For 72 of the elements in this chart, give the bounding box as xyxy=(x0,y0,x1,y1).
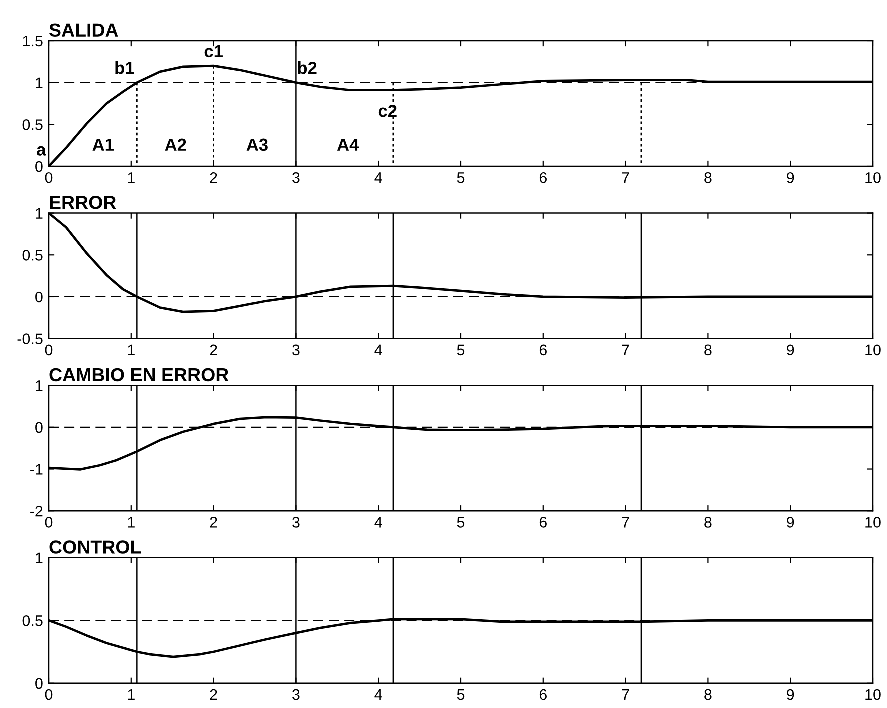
y-tick-label: 0.5 xyxy=(22,616,43,626)
x-tick-label: 1 xyxy=(128,172,135,184)
x-tick-label: 2 xyxy=(210,172,218,184)
y-tick-label: 0 xyxy=(36,292,43,303)
x-tick-label: 10 xyxy=(866,689,881,700)
chart-title: ERROR xyxy=(50,196,116,210)
annotation: A2 xyxy=(165,138,186,151)
annotation: a xyxy=(37,146,46,156)
y-tick-label: 0 xyxy=(36,422,43,434)
y-tick-label: -1 xyxy=(30,464,43,475)
x-tick-label: 5 xyxy=(457,172,465,184)
y-tick-label: 1.5 xyxy=(23,36,43,47)
x-tick-label: 4 xyxy=(374,690,382,700)
y-tick-label: -0.5 xyxy=(18,334,43,344)
y-tick-label: 1 xyxy=(36,552,43,564)
x-tick-label: 9 xyxy=(787,689,794,700)
annotation: A4 xyxy=(337,138,360,151)
x-tick-label: 0 xyxy=(45,344,53,356)
x-tick-label: 7 xyxy=(622,172,630,184)
x-tick-label: 1 xyxy=(128,690,135,700)
x-tick-label: 1 xyxy=(128,517,135,528)
y-tick-label: 0 xyxy=(36,161,43,172)
x-tick-label: 2 xyxy=(210,344,218,356)
x-tick-label: 0 xyxy=(45,689,53,700)
y-tick-label: 0 xyxy=(36,678,43,690)
annotation: A1 xyxy=(92,138,114,151)
x-tick-label: 4 xyxy=(374,344,382,356)
x-tick-label: 2 xyxy=(210,517,218,528)
x-tick-label: 2 xyxy=(210,689,218,700)
x-tick-label: 6 xyxy=(540,517,547,528)
x-tick-label: 8 xyxy=(704,344,712,356)
y-tick-label: -2 xyxy=(30,506,43,517)
x-tick-label: 0 xyxy=(45,517,53,528)
chart-title: CAMBIO EN ERROR xyxy=(50,368,229,382)
y-tick-label: 0.5 xyxy=(22,120,43,130)
chart-title: SALIDA xyxy=(50,24,118,38)
x-tick-label: 1 xyxy=(128,344,135,356)
y-tick-label: 1 xyxy=(36,208,43,219)
x-tick-label: 10 xyxy=(866,517,881,528)
x-tick-label: 0 xyxy=(45,172,53,184)
x-tick-label: 9 xyxy=(787,517,794,528)
x-tick-label: 9 xyxy=(787,172,794,184)
x-tick-label: 5 xyxy=(457,344,465,356)
x-tick-label: 8 xyxy=(704,517,712,528)
x-tick-label: 6 xyxy=(540,689,547,700)
x-tick-label: 3 xyxy=(292,689,300,700)
x-tick-label: 3 xyxy=(292,344,300,356)
x-tick-label: 3 xyxy=(292,517,300,528)
x-tick-label: 10 xyxy=(866,344,881,356)
annotation: c2 xyxy=(378,104,397,118)
x-tick-label: 8 xyxy=(704,689,712,700)
x-tick-label: 7 xyxy=(622,344,630,356)
annotation: b2 xyxy=(298,62,317,74)
x-tick-label: 10 xyxy=(866,172,881,184)
chart-title: CONTROL xyxy=(50,540,142,554)
x-tick-label: 5 xyxy=(457,517,465,528)
x-tick-label: 4 xyxy=(374,517,382,528)
x-tick-label: 4 xyxy=(374,172,382,184)
y-tick-label: 1 xyxy=(36,380,43,392)
y-tick-label: 1 xyxy=(36,78,43,88)
x-tick-label: 7 xyxy=(622,517,630,528)
x-tick-label: 6 xyxy=(540,172,547,184)
y-tick-label: 0.5 xyxy=(22,250,43,261)
x-tick-label: 7 xyxy=(622,690,630,700)
x-tick-label: 8 xyxy=(704,172,712,184)
annotation: c1 xyxy=(204,45,223,58)
x-tick-label: 5 xyxy=(457,690,465,700)
x-tick-label: 6 xyxy=(540,344,547,356)
x-tick-label: 3 xyxy=(292,172,300,184)
x-tick-label: 9 xyxy=(787,344,794,356)
annotation: A3 xyxy=(246,138,268,152)
annotation: b1 xyxy=(116,62,134,74)
